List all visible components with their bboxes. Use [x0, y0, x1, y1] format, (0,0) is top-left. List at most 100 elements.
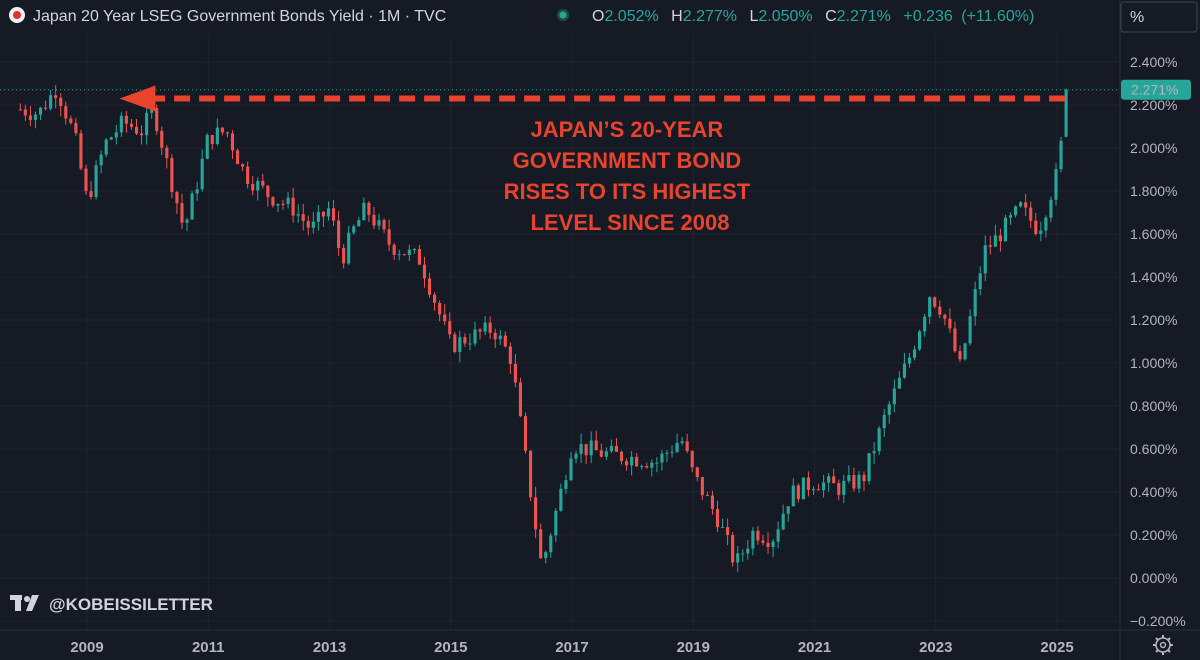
- x-axis[interactable]: 2009 2011 2013 2015 2017 2019 2021 2023 2025: [0, 629, 1200, 656]
- candle-body: [756, 530, 760, 541]
- candle-body: [604, 451, 608, 457]
- candle-body: [695, 467, 699, 477]
- candle: [574, 450, 578, 464]
- candle: [119, 112, 123, 137]
- candle: [458, 330, 462, 363]
- candle-body: [175, 191, 179, 204]
- candle-body: [720, 527, 725, 529]
- candle-body: [609, 445, 613, 452]
- candle: [837, 479, 841, 501]
- source-label: TVC: [414, 8, 446, 25]
- candle: [680, 436, 684, 446]
- candle: [417, 244, 421, 265]
- candle-body: [185, 219, 189, 223]
- candle: [665, 450, 669, 463]
- candle: [710, 490, 715, 515]
- y-axis[interactable]: 2.400% 2.200% 2.000% 1.800% 1.600% 1.400% 1.20…: [1119, 0, 1186, 660]
- candle-body: [205, 134, 209, 159]
- candle: [973, 281, 977, 326]
- candle: [23, 104, 27, 121]
- candle-body: [296, 214, 300, 216]
- candle: [235, 148, 240, 165]
- candle-body: [645, 466, 649, 468]
- candle-body: [407, 249, 411, 256]
- candle-body: [382, 220, 386, 230]
- candle-body: [938, 306, 942, 315]
- candle: [367, 200, 371, 222]
- candle-body: [129, 123, 134, 127]
- candle: [1034, 212, 1038, 236]
- candle-body: [286, 197, 290, 204]
- candle-body: [953, 328, 957, 352]
- candle-body: [589, 440, 593, 456]
- candle: [857, 471, 861, 493]
- candle-body: [160, 130, 164, 148]
- candle: [124, 111, 128, 133]
- candle: [751, 527, 755, 556]
- interval-label[interactable]: 1M: [378, 8, 400, 25]
- candle-body: [104, 139, 108, 155]
- candle: [392, 243, 396, 260]
- candle: [736, 545, 740, 572]
- y-tick-label: 1.600%: [1130, 226, 1177, 242]
- y-tick-label: 1.200%: [1130, 312, 1177, 328]
- candle: [705, 491, 709, 497]
- candle: [271, 196, 275, 208]
- candle-body: [301, 214, 305, 221]
- symbol-title[interactable]: Japan 20 Year LSEG Government Bonds Yiel…: [33, 8, 364, 25]
- candle: [1039, 221, 1043, 242]
- candle-body: [801, 477, 805, 500]
- candle-body: [195, 189, 199, 194]
- candle-body: [847, 475, 851, 481]
- y-tick-label: 1.000%: [1130, 355, 1177, 371]
- candle-body: [246, 166, 250, 185]
- candle: [443, 304, 447, 326]
- candle-body: [372, 214, 376, 226]
- candle-body: [463, 337, 467, 344]
- candle-body: [402, 254, 406, 256]
- candle-body: [266, 185, 270, 198]
- candle: [301, 203, 305, 231]
- candle-body: [387, 229, 391, 245]
- candle: [569, 451, 573, 482]
- candle: [397, 249, 401, 261]
- candle-body: [251, 184, 255, 191]
- header-separator: ·: [400, 8, 414, 25]
- candle: [134, 118, 139, 135]
- candle-body: [392, 244, 396, 255]
- candle-body: [690, 451, 694, 468]
- candle: [912, 345, 917, 361]
- candle-body: [200, 158, 204, 190]
- unit-button-label: %: [1130, 9, 1144, 26]
- candle-body: [635, 456, 639, 467]
- candle-body: [1034, 220, 1038, 234]
- candle: [382, 218, 386, 233]
- gear-icon[interactable]: [1153, 635, 1173, 655]
- candle: [1044, 215, 1048, 238]
- candle-body: [74, 122, 78, 134]
- candle: [230, 130, 235, 159]
- candle: [887, 401, 891, 424]
- x-tick-label: 2013: [313, 639, 346, 656]
- candle: [185, 218, 189, 232]
- candle-body: [377, 220, 381, 226]
- candle: [700, 476, 704, 500]
- unit-button[interactable]: %: [1120, 1, 1198, 33]
- candle-body: [943, 314, 947, 319]
- candle-body: [427, 278, 432, 295]
- candle: [44, 100, 48, 111]
- candle: [251, 175, 255, 196]
- candle: [49, 89, 53, 111]
- candle-body: [422, 264, 427, 279]
- candle: [640, 464, 644, 470]
- candle: [200, 149, 204, 192]
- y-tick-label: 2.400%: [1130, 54, 1177, 70]
- candle-body: [468, 343, 472, 345]
- candle-body: [912, 349, 917, 358]
- candle: [933, 296, 937, 309]
- candle-body: [271, 197, 275, 206]
- x-tick-label: 2011: [192, 639, 225, 656]
- x-tick-label: 2019: [677, 639, 710, 656]
- candle-body: [559, 488, 563, 511]
